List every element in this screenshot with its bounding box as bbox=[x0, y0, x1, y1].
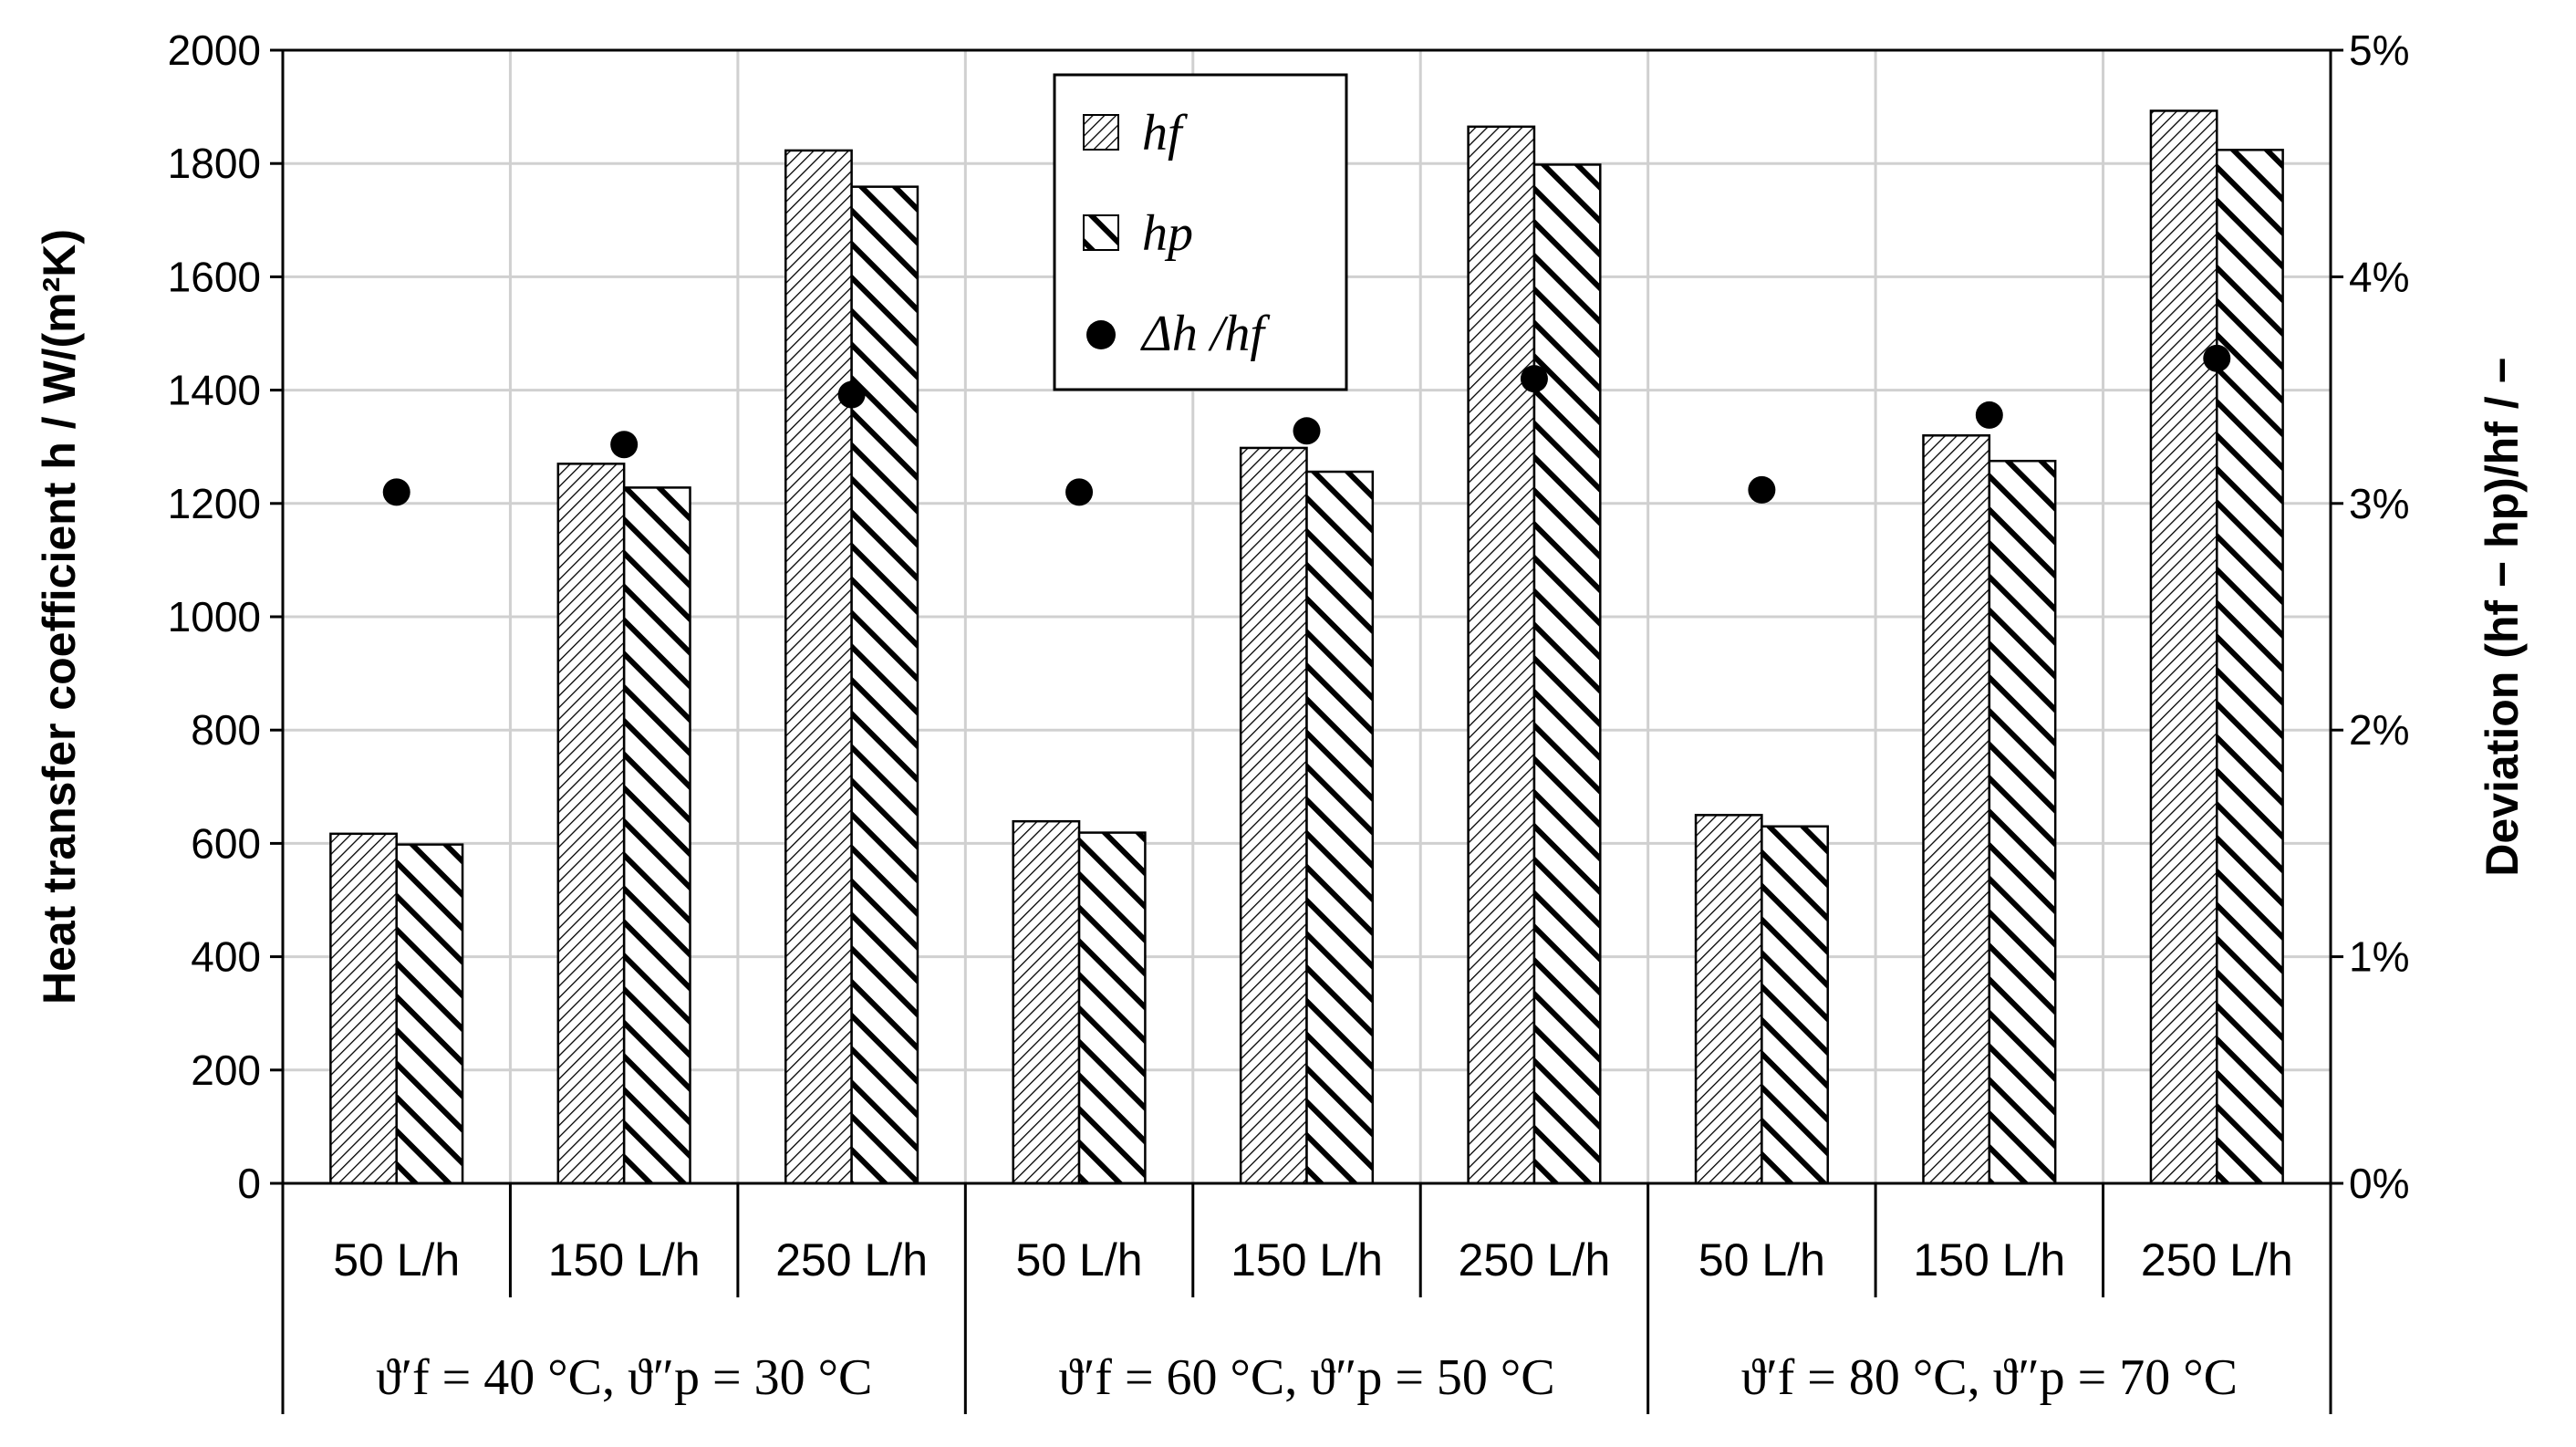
bar-hp bbox=[2216, 149, 2284, 1185]
legend-swatch-hp bbox=[1083, 214, 1119, 251]
x-category-label: 150 L/h bbox=[548, 1234, 701, 1286]
bar-hp bbox=[395, 843, 464, 1185]
y-axis-right: 0% 1% 2% 3% 4% 5% bbox=[2331, 26, 2409, 1207]
y-tick-label: 800 bbox=[191, 706, 261, 754]
y-tick-label: 1800 bbox=[168, 140, 261, 187]
x-category-label: 150 L/h bbox=[1913, 1234, 2065, 1286]
deviation-dot bbox=[837, 380, 866, 409]
legend-marker-deviation bbox=[1086, 320, 1116, 349]
bar-hp bbox=[1077, 831, 1147, 1185]
x-group-label: ϑ′f = 80 °C, ϑ″p = 70 °C bbox=[1741, 1349, 2238, 1406]
bars bbox=[329, 109, 2284, 1185]
bar-hp bbox=[1532, 163, 1602, 1185]
x-axis: 50 L/h 150 L/h 250 L/h 50 L/h 150 L/h 250 L/h… bbox=[281, 1183, 2332, 1414]
deviation-dot bbox=[610, 431, 639, 459]
bar-hf bbox=[784, 149, 853, 1185]
bar-hf bbox=[2149, 109, 2218, 1185]
y-axis-title: Heat transfer coefficient h / W/(m²K) bbox=[34, 229, 85, 1005]
y-tick-label: 1600 bbox=[168, 253, 261, 300]
deviation-dot bbox=[1975, 401, 2003, 429]
deviation-dot bbox=[2203, 344, 2231, 372]
deviation-dot bbox=[1065, 478, 1094, 506]
bar-hf bbox=[1694, 814, 1763, 1185]
deviation-dot bbox=[1293, 417, 1321, 445]
legend-label-deviation: Δh /hf bbox=[1140, 306, 1271, 362]
x-category-label: 50 L/h bbox=[333, 1234, 460, 1286]
bar-hf bbox=[329, 832, 398, 1185]
x-category-label: 250 L/h bbox=[2141, 1234, 2293, 1286]
bar-hf bbox=[1239, 446, 1308, 1185]
bar-hp bbox=[1761, 825, 1829, 1185]
legend-label-hf: hf bbox=[1142, 105, 1189, 161]
y-tick-label: 200 bbox=[191, 1046, 261, 1094]
y-tick-label: 1000 bbox=[168, 593, 261, 640]
bar-hp bbox=[1305, 470, 1375, 1185]
y2-axis-title: Deviation (hf − hp)/hf / − bbox=[2477, 357, 2528, 876]
y2-tick-label: 3% bbox=[2349, 480, 2409, 527]
y-tick-label: 2000 bbox=[168, 26, 261, 74]
x-category-label: 50 L/h bbox=[1016, 1234, 1143, 1286]
x-category-label: 50 L/h bbox=[1698, 1234, 1825, 1286]
deviation-dot bbox=[382, 478, 410, 506]
x-category-label: 150 L/h bbox=[1231, 1234, 1383, 1286]
bar-hf bbox=[1467, 125, 1536, 1185]
x-group-label: ϑ′f = 40 °C, ϑ″p = 30 °C bbox=[376, 1349, 872, 1406]
y-tick-label: 0 bbox=[237, 1160, 261, 1207]
legend-label-hp: hp bbox=[1142, 205, 1193, 262]
legend-swatch-hf bbox=[1083, 114, 1119, 151]
y2-tick-label: 0% bbox=[2349, 1160, 2409, 1207]
y-tick-label: 1200 bbox=[168, 480, 261, 527]
x-group-label: ϑ′f = 60 °C, ϑ″p = 50 °C bbox=[1058, 1349, 1554, 1406]
y-tick-label: 1400 bbox=[168, 367, 261, 414]
x-category-label: 250 L/h bbox=[775, 1234, 928, 1286]
y2-tick-label: 4% bbox=[2349, 253, 2409, 300]
x-category-label: 250 L/h bbox=[1459, 1234, 1611, 1286]
y-tick-label: 600 bbox=[191, 819, 261, 867]
deviation-dot bbox=[1520, 365, 1548, 393]
bar-hf bbox=[556, 463, 626, 1185]
bar-hp bbox=[1988, 459, 2057, 1185]
deviation-dot bbox=[1748, 475, 1776, 504]
y-tick-label: 400 bbox=[191, 933, 261, 981]
deviation-dots bbox=[382, 344, 2231, 506]
bar-hp bbox=[622, 486, 691, 1185]
bar-hf bbox=[1922, 434, 1991, 1185]
y2-tick-label: 5% bbox=[2349, 26, 2409, 74]
y2-tick-label: 1% bbox=[2349, 933, 2409, 981]
bar-hf bbox=[1012, 819, 1081, 1185]
legend: hf hp Δh /hf bbox=[1053, 73, 1348, 391]
y-axis-left: 0 200 400 600 800 1000 1200 1400 1600 1800 2000 bbox=[168, 26, 283, 1207]
y2-tick-label: 2% bbox=[2349, 706, 2409, 754]
bar-hp bbox=[850, 185, 919, 1185]
